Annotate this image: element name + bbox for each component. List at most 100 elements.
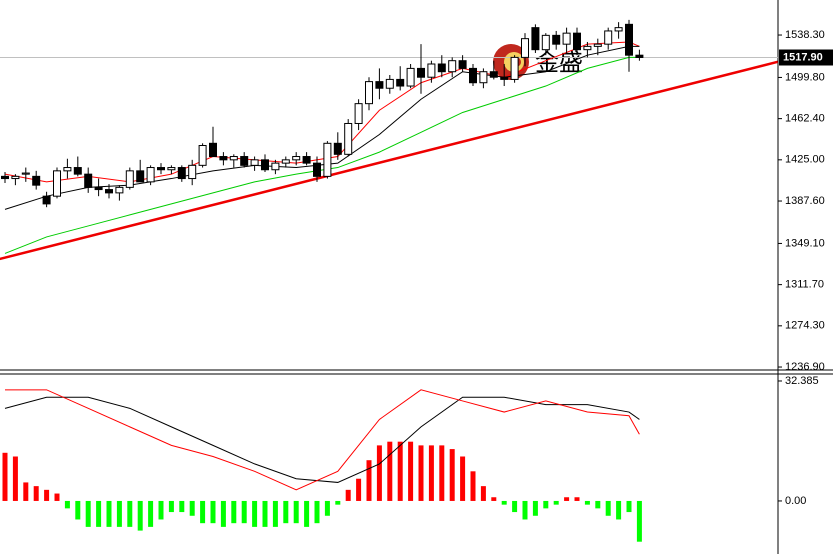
- candle-body: [323, 142, 332, 177]
- histogram-bar: [418, 445, 424, 501]
- histogram-bar: [335, 500, 341, 505]
- histogram-bar: [96, 500, 102, 527]
- candle-body: [625, 23, 633, 56]
- histogram-bar: [283, 500, 289, 524]
- histogram-bar: [75, 500, 81, 520]
- candle-body: [136, 170, 145, 183]
- histogram-bar: [428, 445, 434, 501]
- candle-body: [406, 67, 415, 87]
- histogram-bar: [564, 497, 570, 501]
- candle-body: [115, 186, 124, 194]
- candle-body: [84, 173, 93, 188]
- candle-body: [448, 60, 457, 73]
- candle-body: [209, 142, 217, 158]
- line: [5, 389, 640, 491]
- histogram-bar: [252, 500, 258, 527]
- histogram-bar: [44, 489, 50, 501]
- candle-body: [63, 167, 72, 172]
- candle-body: [593, 43, 602, 47]
- candle-body: [562, 32, 571, 45]
- histogram-bar: [460, 456, 466, 501]
- histogram-bar: [480, 486, 486, 501]
- candle-body: [146, 167, 155, 183]
- y-tick-label: 1499.80: [785, 71, 825, 83]
- y-tick-label: 1349.10: [785, 237, 825, 249]
- candle-body: [385, 78, 394, 89]
- histogram-bar: [616, 500, 622, 520]
- candle-body: [188, 164, 197, 180]
- histogram-bar: [241, 500, 247, 524]
- histogram-bar: [397, 441, 403, 501]
- y-tick-label: 1425.00: [785, 154, 825, 166]
- histogram-bar: [200, 500, 206, 524]
- y-tick-label: 0.00: [785, 495, 806, 507]
- histogram-bar: [137, 500, 143, 531]
- histogram-bar: [272, 500, 278, 527]
- candle-body: [42, 195, 51, 205]
- candle-body: [375, 81, 384, 89]
- histogram-bar: [158, 500, 164, 520]
- candle-body: [240, 156, 249, 166]
- candle-body: [302, 156, 311, 164]
- histogram-bar: [189, 500, 195, 516]
- candle-body: [219, 156, 228, 161]
- candle-body: [344, 122, 353, 155]
- histogram-bar: [210, 500, 216, 524]
- histogram-bar: [304, 500, 310, 527]
- line: [4, 45, 640, 210]
- candle-body: [604, 30, 613, 45]
- histogram-bar: [116, 500, 122, 527]
- candle-body: [11, 175, 20, 180]
- histogram-bar: [543, 500, 549, 509]
- candle-body: [125, 170, 134, 188]
- candle-body: [365, 81, 373, 105]
- candle-body: [541, 34, 550, 51]
- histogram-bar: [106, 500, 112, 527]
- histogram-bar: [293, 500, 299, 524]
- histogram-bar: [168, 500, 174, 513]
- candle-body: [271, 162, 280, 171]
- candle-body: [510, 56, 519, 80]
- histogram-bar: [220, 500, 226, 527]
- line: [4, 56, 640, 254]
- histogram-bar: [595, 500, 601, 509]
- candle-body: [583, 45, 592, 51]
- histogram-bar: [356, 478, 362, 501]
- candle-body: [489, 71, 498, 78]
- y-tick-label: 1236.90: [785, 361, 825, 373]
- histogram-bar: [127, 500, 133, 527]
- candle-body: [500, 76, 509, 80]
- candle-body: [531, 27, 540, 51]
- candle-body: [313, 162, 321, 177]
- candle-body: [73, 167, 82, 175]
- histogram-bar: [574, 497, 580, 501]
- candle-body: [396, 78, 405, 87]
- candle-body: [167, 167, 176, 171]
- histogram-bar: [626, 500, 632, 513]
- histogram-bar: [54, 493, 60, 501]
- y-tick-label: 1387.60: [785, 195, 825, 207]
- histogram-bar: [605, 500, 611, 516]
- histogram-bar: [501, 500, 507, 505]
- candle-body: [427, 63, 436, 78]
- y-tick-label: 1538.30: [785, 29, 825, 41]
- candle-body: [292, 156, 301, 161]
- y-tick-label: 32.385: [785, 375, 819, 387]
- candle-body: [437, 63, 446, 73]
- histogram-bar: [33, 486, 39, 501]
- candle-body: [333, 142, 342, 155]
- candle-body: [94, 186, 103, 191]
- candle-body: [573, 32, 581, 51]
- histogram-bar: [148, 500, 154, 527]
- histogram-bar: [324, 500, 330, 516]
- current-price-label: 1517.90: [783, 51, 823, 63]
- histogram-bar: [23, 482, 29, 501]
- candle-body: [635, 54, 644, 58]
- histogram-bar: [491, 497, 497, 501]
- histogram-bar: [85, 500, 91, 527]
- candle-body: [479, 71, 488, 84]
- candle-body: [198, 145, 207, 166]
